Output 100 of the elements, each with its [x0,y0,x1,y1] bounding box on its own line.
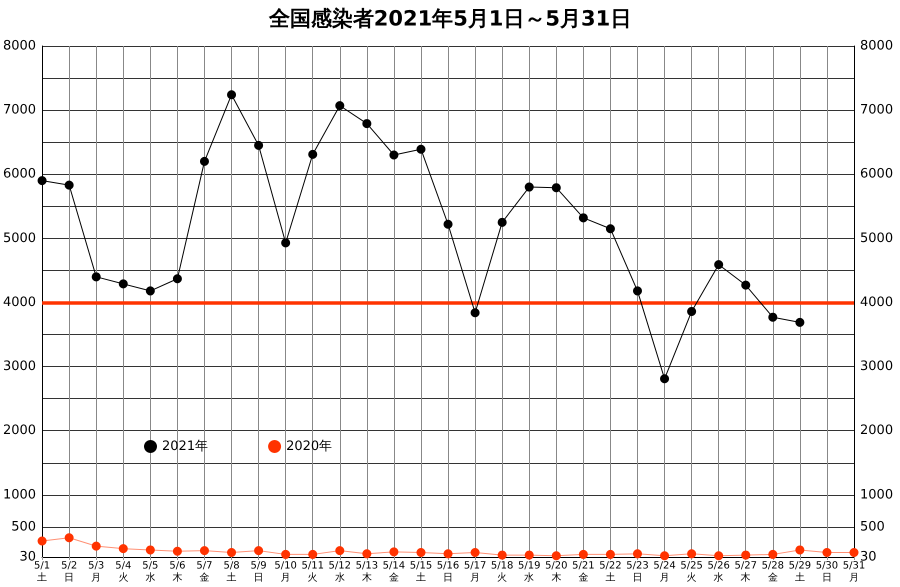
point [524,182,534,192]
y-tick-label: 8000 [2,38,36,54]
point [118,544,128,554]
x-tick-label: 5/29 土 [788,560,812,584]
point [227,90,236,100]
point [470,548,480,558]
y2-tick-label: 8000 [860,38,894,54]
x-tick-label: 5/6 木 [169,560,186,584]
y2-tick-label: 6000 [860,166,894,182]
point [470,308,480,318]
y2-tick-label: 3000 [860,359,894,374]
x-tick-label: 5/12 水 [328,560,352,584]
point [389,150,398,160]
y2-tick-label: 4000 [860,294,894,310]
x-tick-label: 5/14 金 [382,560,406,584]
point [687,549,696,558]
point [254,140,264,150]
x-tick-label: 5/23 日 [626,560,649,584]
x-tick-label: 5/3 月 [88,560,104,584]
y-tick-label: 3000 [2,359,36,374]
point [498,218,507,227]
x-tick-label: 5/24 月 [653,560,676,584]
point [172,274,182,284]
y2-tick-label: 500 [860,519,885,534]
x-tick-label: 5/30 日 [816,560,838,584]
point [118,279,128,288]
x-tick-label: 5/27 木 [734,560,757,584]
x-tick-label: 5/8 土 [223,560,240,584]
x-tick-label: 5/25 火 [680,560,703,584]
point [687,306,696,316]
point [606,550,615,559]
point [498,550,507,560]
point [578,550,588,559]
x-tick-label: 5/26 水 [707,560,730,584]
point [281,238,290,248]
point [362,549,372,558]
x-tick-label: 5/18 火 [490,560,514,584]
point [444,220,453,229]
x-tick-label: 5/16 日 [436,560,460,584]
point [741,550,750,560]
point [633,286,642,296]
point [768,550,778,559]
x-tick-label: 5/7 金 [196,560,213,584]
point [768,312,778,322]
point [416,144,426,154]
y-tick-label: 6000 [2,166,36,182]
x-tick-label: 5/4 火 [115,560,132,584]
x-tick-label: 5/5 水 [142,560,158,584]
point [633,549,642,558]
x-tick-label: 5/11 火 [301,560,324,584]
chart-title: 全国感染者2021年5月1日～5月31日 [268,6,632,30]
y-tick-label: 30 [20,550,36,564]
y2-tick-label: 2000 [860,423,894,438]
point [146,286,155,296]
point [416,548,426,558]
point [64,533,74,542]
point [850,548,858,558]
y-tick-label: 500 [11,519,36,534]
y-tick-label: 1000 [2,487,36,502]
point [578,213,588,222]
point [335,101,344,110]
x-tick-label: 5/17 月 [464,560,486,584]
point [254,546,264,556]
x-tick-label: 5/2 日 [61,560,78,584]
point [92,272,101,282]
y2-tick-label: 5000 [860,230,894,246]
point [714,551,724,560]
point [38,176,47,186]
x-tick-label: 5/15 土 [410,560,432,584]
y-tick-label: 2000 [2,423,36,438]
point [389,547,398,556]
point [795,318,804,327]
x-tick-label: 5/31 月 [842,560,866,584]
point [714,260,724,270]
x-tick-label: 5/19 水 [518,560,540,584]
point [362,119,372,128]
point [795,545,804,554]
point [172,546,182,556]
point [741,280,750,290]
point [308,550,318,559]
point [64,180,74,190]
point [38,536,47,546]
point [281,550,290,559]
y-tick-label: 5000 [2,230,36,246]
point [92,542,101,551]
point [524,550,534,560]
legend-label: 2021年 [162,439,208,454]
x-tick-label: 5/21 金 [572,560,595,584]
point [444,549,453,558]
y-tick-label: 4000 [2,294,36,310]
x-tick-label: 5/9 日 [250,560,267,584]
point [660,374,670,384]
point [200,546,209,556]
point [227,548,236,558]
point [308,150,318,159]
x-tick-label: 5/22 土 [599,560,622,584]
point [660,551,670,560]
point [552,183,561,192]
point [606,224,615,234]
x-tick-label: 5/20 木 [545,560,568,584]
